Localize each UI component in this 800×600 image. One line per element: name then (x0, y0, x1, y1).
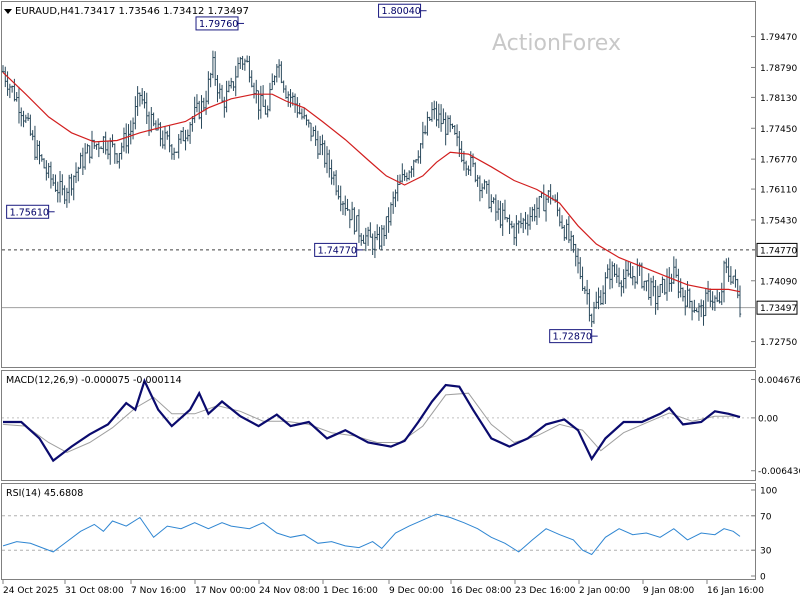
price-level-label: 1.74770 (760, 246, 797, 256)
x-tick-label: 23 Dec 16:00 (515, 586, 576, 596)
price-pane-frame (1, 1, 756, 368)
x-tick-label: 31 Oct 08:00 (65, 586, 124, 596)
price-tick-label: 1.78130 (760, 94, 797, 104)
x-tick-label: 17 Nov 00:00 (195, 586, 256, 596)
price-tick-label: 1.76110 (760, 186, 797, 196)
price-tick-label: 1.77450 (760, 125, 797, 135)
x-tick-label: 24 Oct 2025 (3, 586, 59, 596)
ohlc-values: 1.73417 1.73546 1.73412 1.73497 (74, 6, 249, 17)
macd-tick-label: 0.00 (758, 414, 778, 424)
price-tick-label: 1.75430 (760, 216, 797, 226)
macd-title: MACD(12,26,9) -0.000075 -0.000114 (6, 375, 182, 386)
x-axis: 24 Oct 2025 31 Oct 08:00 7 Nov 16:00 17 Nov… (2, 580, 764, 596)
x-tick-label: 16 Dec 08:00 (451, 586, 512, 596)
rsi-plot: 100 70 30 0 (2, 487, 777, 583)
price-annotation-label: 1.72870 (553, 332, 592, 343)
price-tick-label: 1.72750 (760, 338, 797, 348)
rsi-tick-label: 30 (760, 547, 772, 557)
macd-tick-label: -0.006436 (758, 467, 800, 477)
price-level-label: 1.73497 (760, 304, 797, 314)
price-tick-label: 1.79470 (760, 33, 797, 43)
dropdown-triangle-icon[interactable] (4, 9, 12, 14)
watermark: ActionForex (492, 31, 621, 56)
macd-signal-line (2, 392, 740, 453)
price-tick-label: 1.78790 (760, 64, 797, 74)
price-annotation-label: 1.80040 (382, 6, 421, 17)
x-tick-label: 2 Jan 00:00 (579, 586, 631, 596)
price-tick-label: 1.74090 (760, 277, 797, 287)
x-tick-label: 1 Dec 16:00 (323, 586, 378, 596)
symbol-label: EURAUD,H4 (15, 6, 74, 17)
price-level-box (756, 242, 798, 257)
macd-plot: 0.004676 0.00 -0.006436 (2, 376, 800, 477)
price-plot: 1.79470 1.78790 1.78130 1.77450 1.76770 1.761… (1, 3, 798, 348)
price-tick-label: 1.76770 (760, 156, 797, 166)
x-tick-label: 7 Nov 16:00 (131, 586, 186, 596)
price-level-box (756, 300, 798, 315)
price-annotation-label: 1.79760 (199, 19, 238, 30)
x-tick-label: 16 Jan 16:00 (707, 586, 764, 596)
rsi-line (2, 513, 741, 556)
x-tick-label: 9 Jan 08:00 (643, 586, 695, 596)
rsi-title: RSI(14) 45.6808 (6, 488, 83, 499)
rsi-tick-label: 0 (760, 573, 766, 583)
rsi-pane-frame (1, 483, 756, 580)
macd-line (3, 377, 741, 463)
candles-group (1, 50, 742, 328)
moving-average-line (2, 71, 741, 293)
price-annotation-label: 1.74770 (318, 245, 357, 256)
x-tick-label: 9 Dec 00:00 (389, 586, 444, 596)
rsi-tick-label: 70 (760, 512, 772, 522)
rsi-tick-label: 100 (760, 487, 777, 497)
macd-tick-label: 0.004676 (758, 376, 800, 386)
price-annotation-label: 1.75610 (10, 207, 49, 218)
macd-pane-frame (1, 370, 756, 481)
x-tick-label: 24 Nov 08:00 (259, 586, 320, 596)
